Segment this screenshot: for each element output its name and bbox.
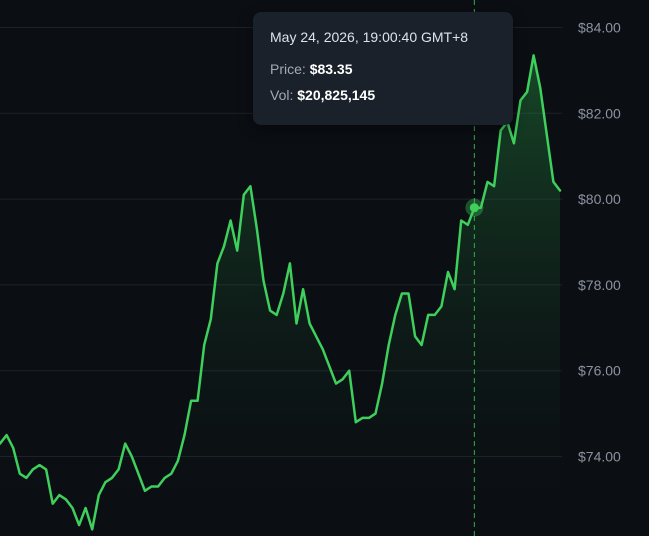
y-tick-label: $78.00 [578,277,621,293]
tooltip-vol-row: Vol: $20,825,145 [270,86,496,104]
tooltip-vol-label: Vol: [270,87,294,103]
tooltip-price-value: $83.35 [309,61,353,77]
tooltip-price-row: Price: $83.35 [270,60,496,78]
y-tick-label: $82.00 [578,105,621,121]
tooltip-price-label: Price: [270,61,306,77]
hover-point[interactable] [469,203,479,213]
y-axis: $74.00 $76.00 $78.00 $80.00 $82.00 $84.00 [578,20,621,465]
tooltip-date: May 24, 2026, 19:00:40 GMT+8 [270,29,469,45]
y-tick-label: $74.00 [578,449,621,465]
price-area [0,55,560,536]
tooltip-vol-value: $20,825,145 [297,87,376,103]
y-tick-label: $84.00 [578,20,621,36]
y-tick-label: $76.00 [578,363,621,379]
y-tick-label: $80.00 [578,191,621,207]
price-tooltip: May 24, 2026, 19:00:40 GMT+8 Price: $83.… [253,12,513,125]
price-line [0,54,562,531]
